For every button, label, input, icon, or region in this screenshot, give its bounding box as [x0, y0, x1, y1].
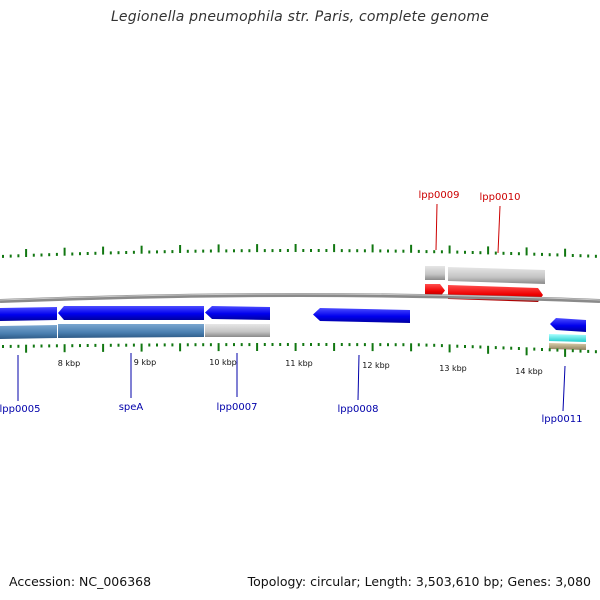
feature-grey-lpp0010 [448, 267, 545, 284]
gene-arrow-speA [58, 306, 204, 320]
leader-line-lpp0008 [357, 354, 360, 401]
map-title: Legionella pneumophila str. Paris, compl… [110, 9, 490, 25]
gene-arrow-lpp0008 [313, 308, 410, 323]
leader-line-lpp0009 [435, 203, 438, 251]
scale-label-9kbp: 9 kbp [134, 358, 156, 367]
upper-tick-ring [2, 244, 597, 258]
gene-arrow-lpp0005 [0, 307, 57, 321]
lower-tick-ring [2, 343, 597, 357]
scale-label-10kbp: 10 kbp [209, 358, 237, 367]
gene-arrow-lpp0007 [205, 306, 270, 320]
scale-label-13kbp: 13 kbp [439, 364, 467, 373]
gene-label-lpp0010: lpp0010 [480, 192, 521, 203]
feature-cyan-lpp0011 [549, 334, 586, 342]
gene-label-lpp0005: lpp0005 [0, 404, 40, 415]
feature-grey-lpp0009 [425, 266, 445, 280]
gene-label-lpp0007: lpp0007 [217, 402, 258, 413]
scale-label-14kbp: 14 kbp [515, 367, 543, 376]
scale-label-8kbp: 8 kbp [58, 359, 80, 368]
scale-label-11kbp: 11 kbp [285, 359, 313, 368]
genome-backbone [0, 293, 600, 303]
feature-tan-lpp0011 [549, 343, 586, 350]
gene-label-lpp0011: lpp0011 [542, 414, 583, 425]
gene-arrow-lpp0009 [425, 284, 445, 297]
cds-block-speA [58, 324, 204, 338]
feature-grey-lpp0007 [205, 324, 270, 337]
topology-summary-text: Topology: circular; Length: 3,503,610 bp… [247, 574, 591, 589]
cds-block-lpp0005 [0, 325, 57, 339]
gene-label-lpp0008: lpp0008 [338, 404, 379, 415]
gene-label-speA: speA [119, 402, 144, 413]
gene-arrow-lpp0011 [550, 318, 586, 332]
scale-label-12kbp: 12 kbp [362, 361, 390, 370]
leader-line-lpp0011 [562, 365, 566, 412]
leader-line-lpp0010 [497, 205, 501, 254]
gene-label-lpp0009: lpp0009 [419, 190, 460, 201]
accession-text: Accession: NC_006368 [9, 574, 152, 589]
